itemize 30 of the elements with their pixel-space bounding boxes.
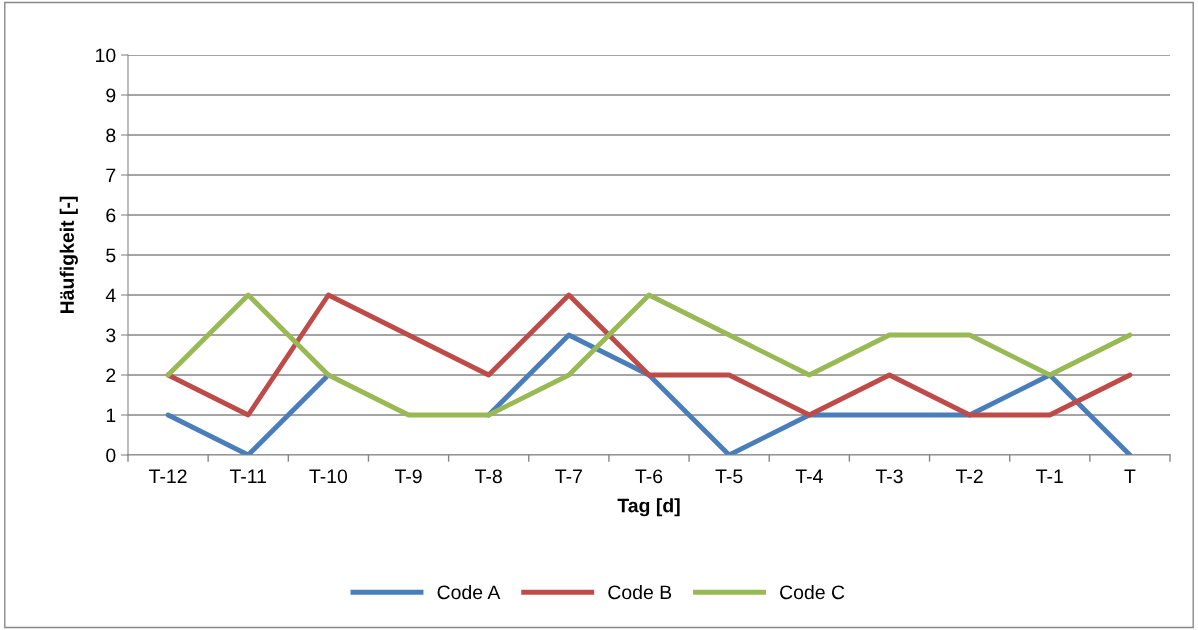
x-tick-label: T-12 bbox=[149, 469, 187, 483]
y-tick-label: 10 bbox=[96, 48, 116, 63]
x-tick-label: T bbox=[1124, 469, 1136, 483]
x-tick-label: T-1 bbox=[1036, 469, 1063, 483]
x-tick-label: T-8 bbox=[475, 469, 502, 484]
x-tick-label: T-7 bbox=[555, 469, 582, 483]
y-tick-label: 2 bbox=[106, 368, 116, 383]
line-series bbox=[165, 292, 1133, 418]
x-tick-label: T-9 bbox=[394, 469, 422, 484]
x-tick-label: T-11 bbox=[229, 469, 267, 483]
legend-label: Code C bbox=[780, 584, 845, 600]
x-tick-label: T-10 bbox=[309, 469, 348, 484]
y-tick-label: 7 bbox=[106, 168, 116, 183]
legend-label: Code B bbox=[608, 584, 672, 600]
x-tick-label: T-4 bbox=[795, 469, 823, 483]
y-tick-label: 4 bbox=[105, 288, 116, 303]
x-tick-label: T-2 bbox=[956, 469, 983, 483]
y-tick-label: 6 bbox=[106, 208, 116, 223]
y-tick-label: 3 bbox=[106, 328, 116, 343]
y-tick-label: 0 bbox=[106, 448, 116, 463]
y-tick-label: 8 bbox=[106, 128, 116, 143]
legend-label: Code A bbox=[437, 584, 501, 600]
y-tick-label: 1 bbox=[106, 408, 116, 423]
x-tick-label: T-3 bbox=[875, 469, 903, 484]
y-axis-title: Häufigkeit [-] bbox=[59, 196, 78, 314]
x-tick-label: T-5 bbox=[715, 469, 743, 484]
x-tick-label: T-6 bbox=[635, 469, 663, 484]
y-tick-label: 9 bbox=[106, 88, 116, 103]
x-axis-title: Tag [d] bbox=[617, 498, 680, 517]
y-tick-label: 5 bbox=[106, 248, 116, 263]
